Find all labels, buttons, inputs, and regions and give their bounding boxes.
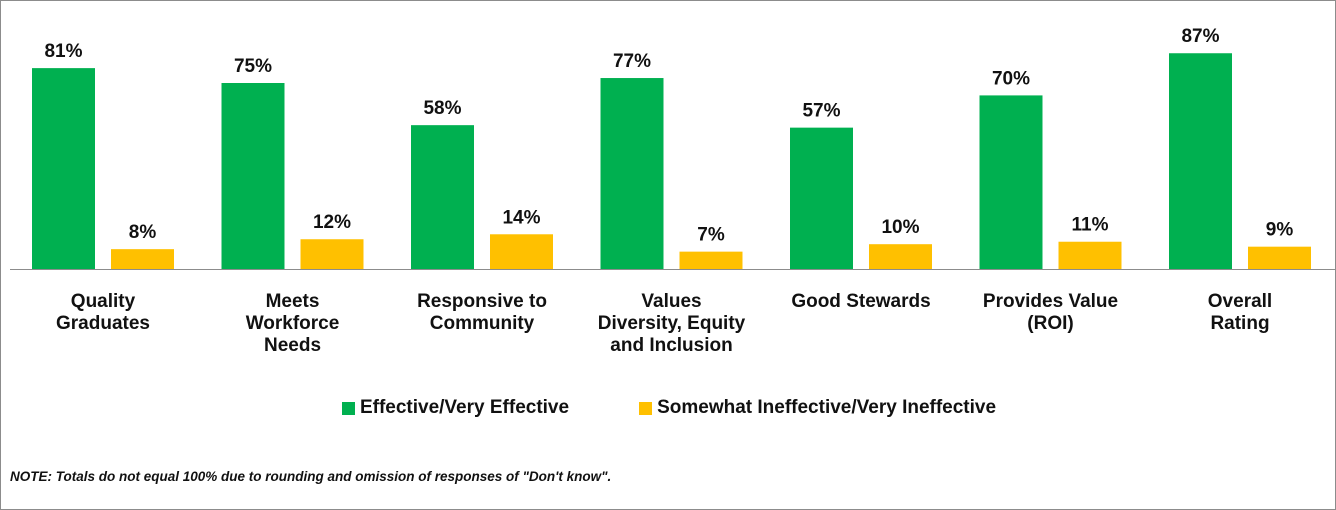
- data-label-ineffective-good-stewards: 10%: [881, 217, 919, 238]
- data-label-effective-overall-rating: 87%: [1181, 26, 1219, 47]
- category-label-meets-workforce-needs: Meets Workforce Needs: [246, 291, 340, 356]
- data-label-ineffective-values-diversity-equity-and-inclusion: 7%: [697, 225, 725, 246]
- footnote: NOTE: Totals do not equal 100% due to ro…: [10, 469, 612, 484]
- legend-swatch-effective: [341, 401, 355, 415]
- data-label-ineffective-meets-workforce-needs: 12%: [313, 212, 351, 233]
- bar-ineffective-good-stewards: [869, 244, 932, 269]
- legend-label-ineffective: Somewhat Ineffective/Very Ineffective: [657, 397, 997, 418]
- legend-label-effective: Effective/Very Effective: [359, 397, 570, 418]
- data-label-effective-values-diversity-equity-and-inclusion: 77%: [613, 51, 651, 72]
- bar-effective-responsive-to-community: [411, 125, 474, 269]
- category-label-provides-value-roi: Provides Value (ROI): [983, 291, 1118, 334]
- bar-ineffective-responsive-to-community: [490, 234, 553, 269]
- data-label-effective-meets-workforce-needs: 75%: [234, 56, 272, 77]
- bar-effective-quality-graduates: [32, 68, 95, 270]
- data-label-ineffective-provides-value-roi: 11%: [1072, 215, 1109, 236]
- legend-swatch-ineffective: [639, 401, 653, 415]
- bar-ineffective-values-diversity-equity-and-inclusion: [679, 251, 743, 269]
- category-label-values-diversity-equity-and-inclusion: Values Diversity, Equity and Inclusion: [598, 291, 746, 356]
- bar-effective-provides-value-roi: [979, 95, 1043, 270]
- bar-ineffective-meets-workforce-needs: [300, 239, 364, 269]
- data-label-effective-quality-graduates: 81%: [44, 41, 82, 62]
- data-label-effective-good-stewards: 57%: [802, 101, 840, 122]
- category-label-good-stewards: Good Stewards: [791, 291, 930, 312]
- category-label-overall-rating: Overall Rating: [1208, 291, 1272, 334]
- data-label-effective-responsive-to-community: 58%: [423, 98, 461, 119]
- bar-effective-overall-rating: [1169, 53, 1232, 269]
- data-label-ineffective-responsive-to-community: 14%: [502, 207, 540, 228]
- data-label-effective-provides-value-roi: 70%: [992, 68, 1030, 89]
- data-label-ineffective-overall-rating: 9%: [1266, 220, 1294, 241]
- legend-item-ineffective: Somewhat Ineffective/Very Ineffective: [639, 397, 996, 419]
- bar-chart: 81% 8% Quality Graduates 75% 12% Meets Workforc…: [10, 26, 1335, 356]
- category-label-responsive-to-community: Responsive to Community: [417, 291, 547, 334]
- bar-ineffective-overall-rating: [1248, 246, 1311, 269]
- bar-effective-good-stewards: [790, 127, 853, 269]
- bar-effective-meets-workforce-needs: [221, 83, 285, 269]
- legend-item-effective: Effective/Very Effective: [341, 397, 570, 419]
- data-label-ineffective-quality-graduates: 8%: [129, 222, 157, 243]
- bar-ineffective-quality-graduates: [111, 249, 174, 269]
- bar-effective-values-diversity-equity-and-inclusion: [600, 78, 664, 269]
- chart-legend: Effective/Very Effective Somewhat Ineffe…: [1, 397, 1336, 419]
- bar-ineffective-provides-value-roi: [1058, 241, 1122, 269]
- category-label-quality-graduates: Quality Graduates: [56, 291, 150, 334]
